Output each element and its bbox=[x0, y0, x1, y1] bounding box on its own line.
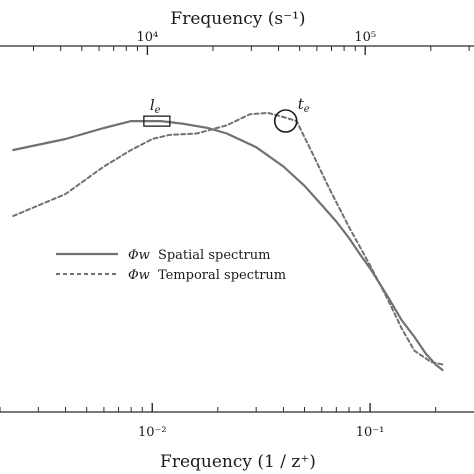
series-layer bbox=[12, 111, 444, 372]
tick-label: 10⁻¹ bbox=[356, 425, 385, 440]
annotation-layer: le te bbox=[143, 95, 310, 133]
te-subscript: e bbox=[304, 104, 310, 115]
temporal-spectrum-line bbox=[12, 111, 444, 366]
le-subscript: e bbox=[155, 105, 161, 116]
bottom-axis-ticks bbox=[0, 403, 437, 412]
top-axis-title: Frequency (s⁻¹) bbox=[170, 9, 305, 29]
tick-label: 10⁴ bbox=[137, 30, 159, 45]
top-axis-ticks bbox=[33, 46, 470, 55]
le-label: le bbox=[150, 96, 161, 116]
top-axis-tick-labels: 10⁴ 10⁵ bbox=[137, 30, 377, 45]
le-marker-box bbox=[143, 115, 171, 127]
te-label: te bbox=[298, 95, 310, 115]
spatial-spectrum-line bbox=[12, 120, 444, 372]
tick-label: 10⁻² bbox=[138, 425, 167, 440]
legend-temporal-label: Φw Temporal spectrum bbox=[128, 268, 286, 283]
legend: Φw Spatial spectrum Φw Temporal spectrum bbox=[56, 248, 286, 283]
te-marker-circle bbox=[273, 109, 298, 133]
bottom-axis-title: Frequency (1 / z⁺) bbox=[160, 452, 316, 472]
bottom-axis-tick-labels: 10⁻² 10⁻¹ bbox=[138, 425, 384, 440]
tick-label: 10⁵ bbox=[354, 30, 376, 45]
legend-spatial-label: Φw Spatial spectrum bbox=[128, 248, 270, 263]
